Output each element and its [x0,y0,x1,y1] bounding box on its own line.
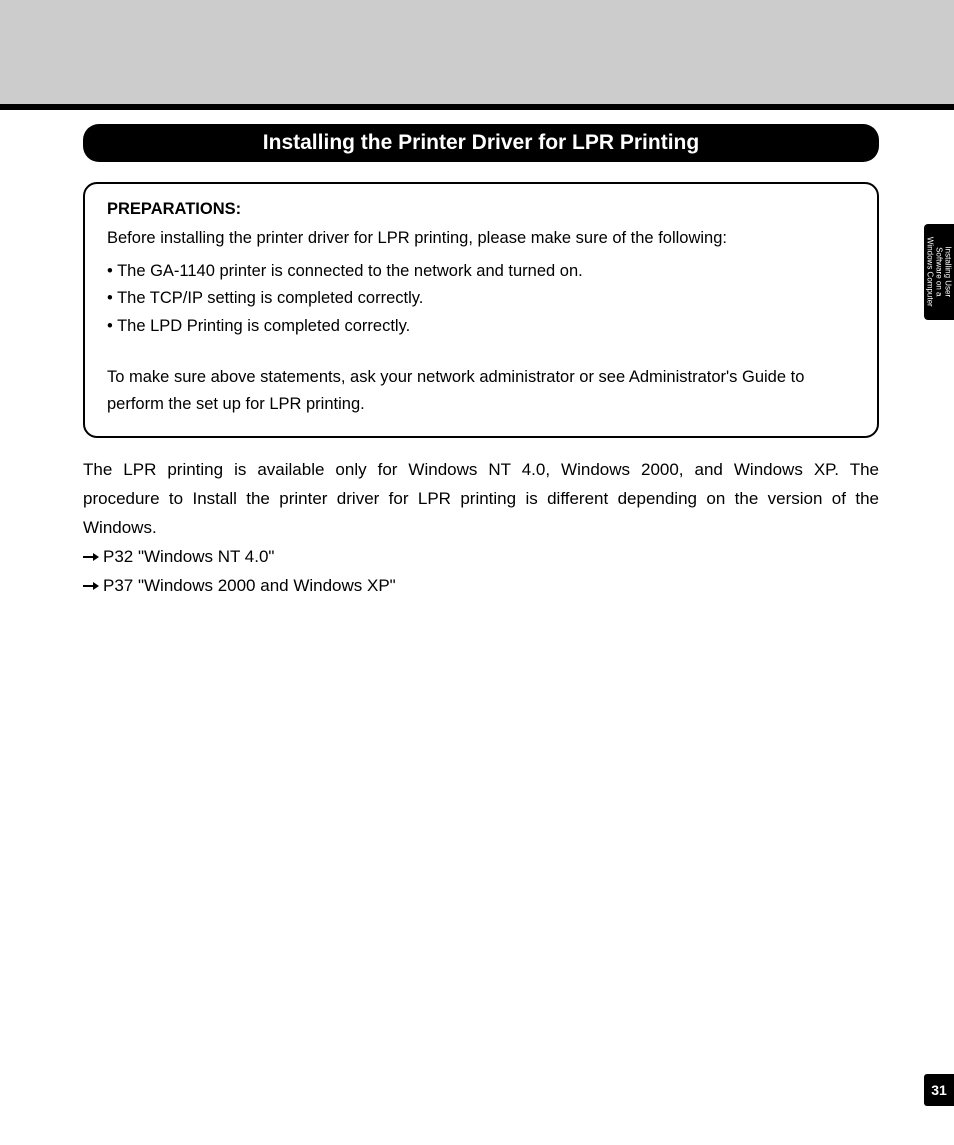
preparations-box: PREPARATIONS: Before installing the prin… [83,182,879,438]
section-tab: Installing User Software on a Windows Co… [924,224,954,320]
title-banner: Installing the Printer Driver for LPR Pr… [83,124,879,162]
arrow-icon [83,581,99,591]
preparations-bullet-1: • The GA-1140 printer is connected to th… [107,258,855,285]
reference-line-2: P37 "Windows 2000 and Windows XP" [83,572,879,601]
preparations-note: To make sure above statements, ask your … [107,364,855,418]
page-number: 31 [924,1074,954,1106]
body-paragraph: The LPR printing is available only for W… [83,456,879,543]
section-tab-line-1: Installing User [944,247,953,298]
preparations-intro: Before installing the printer driver for… [107,225,855,252]
section-tab-text: Installing User Software on a Windows Co… [925,237,953,307]
preparations-bullet-3: • The LPD Printing is completed correctl… [107,313,855,340]
preparations-heading: PREPARATIONS: [107,200,855,219]
arrow-icon [83,552,99,562]
reference-line-1: P32 "Windows NT 4.0" [83,543,879,572]
reference-text-2: P37 "Windows 2000 and Windows XP" [103,572,396,601]
content-area: Installing the Printer Driver for LPR Pr… [0,110,954,601]
header-gray-bar [0,0,954,104]
section-tab-line-3: Windows Computer [925,237,934,307]
reference-text-1: P32 "Windows NT 4.0" [103,543,274,572]
page-container: Installing the Printer Driver for LPR Pr… [0,0,954,1145]
preparations-bullet-2: • The TCP/IP setting is completed correc… [107,285,855,312]
section-tab-line-2: Software on a [935,247,944,296]
